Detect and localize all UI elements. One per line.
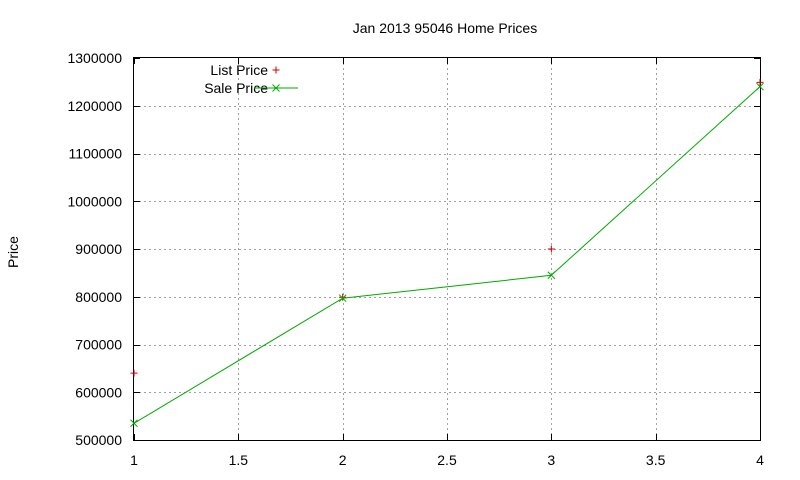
sale-price-point-d2 <box>756 82 764 91</box>
legend-marker-sale-price <box>272 84 280 92</box>
sale-price-point-d2 <box>547 271 556 280</box>
x-tick-label: 3.5 <box>646 452 666 468</box>
sale-price-point <box>338 294 347 303</box>
legend-label-sale-price: Sale Price <box>204 80 268 96</box>
sale-price-point <box>756 82 764 91</box>
sale-price-point-d2 <box>130 419 138 428</box>
y-tick-label: 800000 <box>75 289 122 305</box>
x-tick-label: 2 <box>339 452 347 468</box>
legend-marker-sale-price-d2 <box>272 84 280 92</box>
legend-marker-list-price <box>272 66 280 74</box>
y-axis-label: Price <box>5 236 21 268</box>
y-tick-label: 1200000 <box>67 98 122 114</box>
x-tick-label: 1 <box>130 452 138 468</box>
y-tick-label: 500000 <box>75 432 122 448</box>
y-tick-labels: 500000 600000 700000 800000 900000 1000000 110… <box>67 50 122 448</box>
y-tick-label: 600000 <box>75 384 122 400</box>
list-price-point <box>130 369 138 377</box>
legend-label-list-price: List Price <box>210 62 268 78</box>
y-tick-label: 900000 <box>75 241 122 257</box>
chart-title: Jan 2013 95046 Home Prices <box>353 20 537 36</box>
list-price-point <box>547 245 555 253</box>
y-tick-label: 700000 <box>75 337 122 353</box>
sale-price-point <box>130 419 138 428</box>
x-tick-label: 1.5 <box>229 452 249 468</box>
y-tick-label: 1300000 <box>67 50 122 66</box>
y-tick-label: 1000000 <box>67 193 122 209</box>
list-price-point <box>339 293 347 301</box>
plot-frame <box>133 57 761 441</box>
grid-lines <box>134 58 760 440</box>
sale-price-point-d2 <box>338 294 347 303</box>
list-price-point <box>756 78 764 86</box>
series-group <box>130 78 764 428</box>
sale-price-point <box>547 271 556 280</box>
x-tick-label: 3 <box>547 452 555 468</box>
x-tick-label: 4 <box>756 452 764 468</box>
sale-price-line <box>133 86 761 424</box>
y-tick-label: 1100000 <box>69 146 123 162</box>
x-tick-labels: 1 1.5 2 2.5 3 3.5 4 <box>130 452 764 468</box>
legend: List Price Sale Price <box>204 62 298 96</box>
x-tick-label: 2.5 <box>437 452 457 468</box>
